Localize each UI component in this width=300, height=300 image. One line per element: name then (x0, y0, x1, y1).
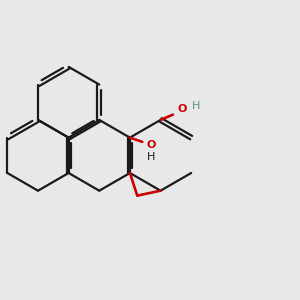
Text: O: O (146, 140, 156, 150)
Text: O: O (177, 104, 187, 114)
Text: H: H (147, 152, 155, 162)
Text: H: H (192, 101, 200, 111)
